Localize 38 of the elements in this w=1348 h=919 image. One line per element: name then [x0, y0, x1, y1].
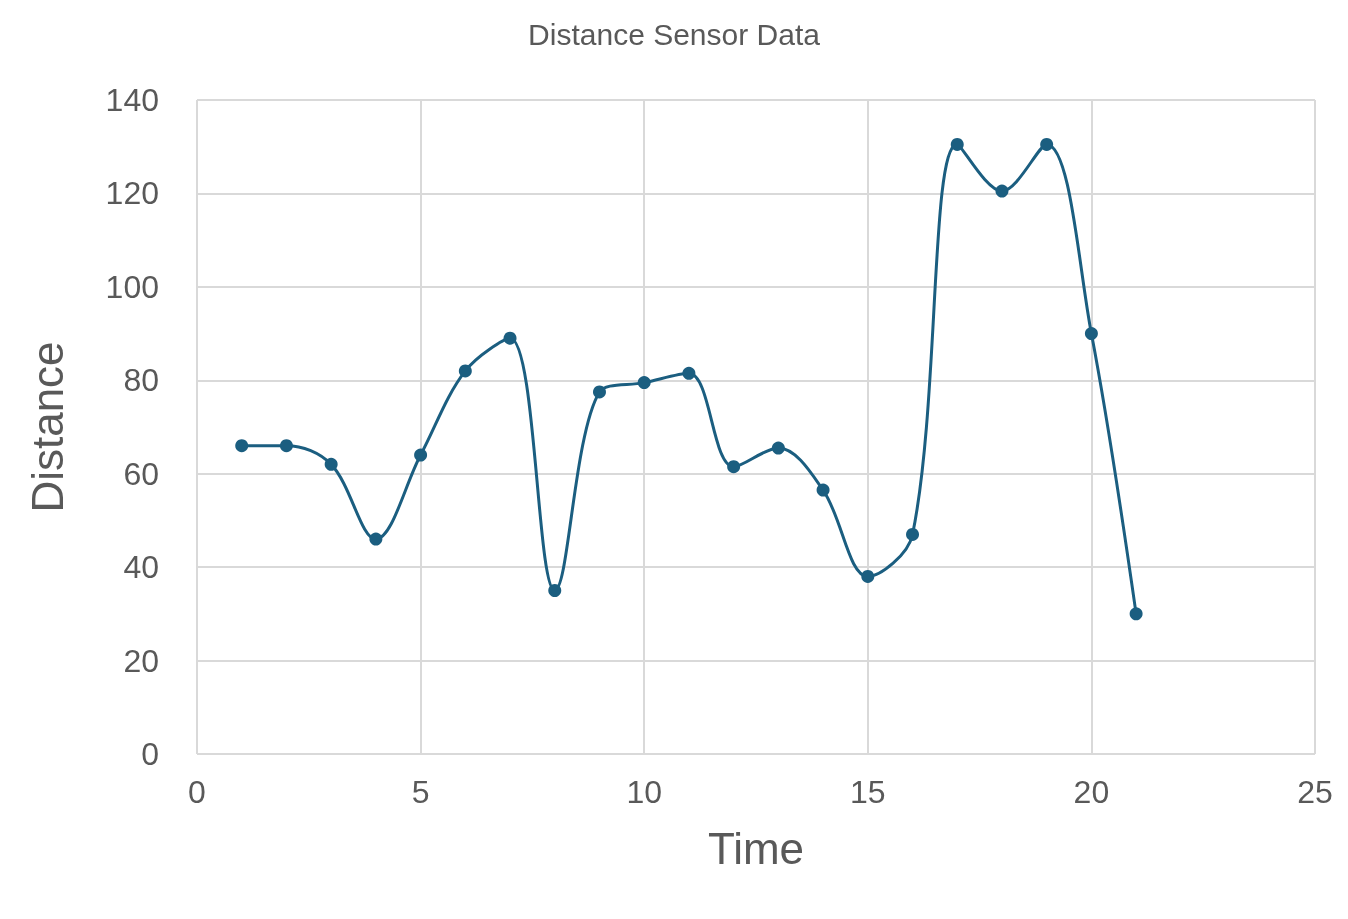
point: [1129, 607, 1143, 621]
point: [1040, 137, 1054, 151]
x-tick-label: 10: [626, 774, 662, 810]
point: [950, 137, 964, 151]
point: [637, 376, 651, 390]
point: [771, 441, 785, 455]
point: [995, 184, 1009, 198]
y-tick-label: 120: [105, 175, 159, 212]
x-axis-title: Time: [707, 823, 805, 873]
point: [682, 366, 696, 380]
point: [727, 460, 741, 474]
x-tick-label: 25: [1297, 774, 1333, 810]
point: [592, 385, 606, 399]
point: [906, 527, 920, 541]
x-tick-label: 5: [411, 774, 430, 810]
point: [279, 439, 293, 453]
y-tick-label: 20: [123, 642, 159, 679]
y-tick-label: 60: [123, 455, 159, 492]
x-tick-label: 15: [850, 774, 886, 810]
y-tick-label: 80: [123, 362, 159, 399]
point: [324, 457, 338, 471]
x-tick-label: 20: [1073, 774, 1110, 810]
chart-title: Distance Sensor Data: [528, 17, 821, 51]
point: [235, 439, 249, 453]
point: [414, 448, 428, 462]
point: [861, 569, 875, 583]
y-tick-label: 40: [123, 549, 159, 586]
y-axis-title: Distance: [22, 341, 72, 513]
y-tick-label: 100: [105, 268, 159, 305]
point: [816, 483, 830, 497]
point: [458, 364, 472, 378]
point: [548, 584, 562, 597]
point: [503, 331, 517, 345]
point: [1084, 327, 1098, 341]
y-tick-label: 0: [141, 736, 159, 772]
point: [369, 532, 383, 546]
y-tick-label: 140: [105, 82, 159, 118]
x-tick-label: 0: [188, 774, 206, 810]
